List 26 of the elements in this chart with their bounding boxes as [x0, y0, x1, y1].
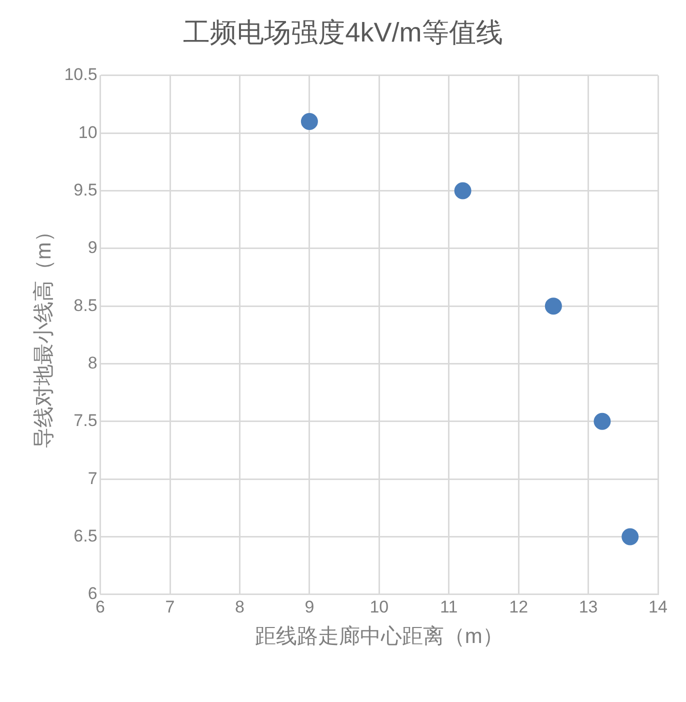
y-tick-label: 7 — [88, 468, 98, 488]
y-tick-label: 8.5 — [74, 296, 98, 315]
y-tick-label: 10 — [78, 122, 98, 142]
chart-title: 工频电场强度4kV/m等值线 — [183, 18, 503, 48]
y-axis-title: 导线对地最小线高（m） — [32, 221, 56, 449]
point — [544, 298, 562, 315]
x-axis-title: 距线路走廊中心距离（m） — [254, 625, 504, 648]
y-tick-label: 7.5 — [74, 411, 98, 430]
y-tick-label: 6.5 — [74, 526, 98, 546]
x-tick-label: 12 — [509, 597, 528, 616]
y-tick-label: 9 — [88, 238, 98, 258]
y-tick-label: 8 — [88, 353, 98, 372]
x-tick-label: 13 — [578, 597, 598, 616]
point — [300, 113, 318, 130]
point — [622, 528, 639, 546]
x-tick-label: 9 — [304, 597, 314, 616]
x-tick-label: 14 — [648, 597, 668, 616]
point — [594, 412, 611, 430]
y-tick-label: 9.5 — [74, 180, 98, 200]
y-tick-label: 10.5 — [64, 65, 98, 84]
y-tick-label: 6 — [88, 584, 98, 604]
x-tick-label: 8 — [234, 597, 244, 616]
point — [454, 182, 472, 200]
x-tick-label: 10 — [370, 597, 389, 616]
x-tick-label: 11 — [440, 597, 458, 616]
x-tick-label: 7 — [165, 597, 175, 616]
